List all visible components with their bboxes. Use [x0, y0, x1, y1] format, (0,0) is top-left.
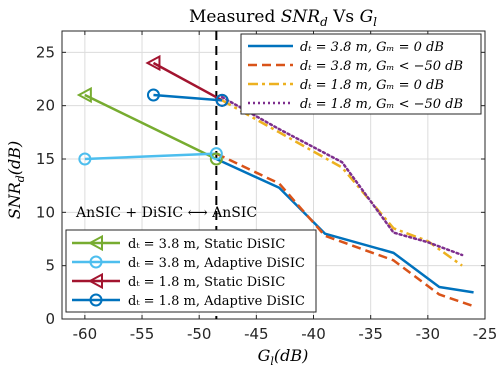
series-line [220, 95, 464, 257]
end-marker [209, 147, 223, 161]
legend-box [240, 33, 482, 115]
chart-title: Measured SNRd Vs Gl [189, 7, 377, 29]
xlabel-sub: l [270, 355, 274, 368]
legend-label: dₜ = 3.8 m, Gₘ = 0 dB [300, 40, 444, 55]
xlabel-g: G [258, 346, 271, 365]
y-tick-label: 10 [36, 203, 55, 221]
title-part-1: Measured [189, 7, 281, 27]
ylabel-sub: d [14, 175, 27, 182]
legend-label: dₜ = 3.8 m, Static DiSIC [128, 237, 285, 252]
axes [61, 30, 486, 320]
series-line [84, 152, 217, 161]
circle-marker [146, 88, 160, 102]
y-tick-label: 20 [36, 97, 55, 115]
x-tick-label: -50 [187, 325, 212, 343]
end-marker [209, 152, 223, 166]
y-tick-label: 5 [45, 257, 55, 275]
circle-marker [89, 255, 103, 269]
series-line [152, 61, 223, 102]
annotation-label: AnSIC + DiSIC ⟷ AnSIC [75, 205, 257, 221]
x-tick-label: -60 [73, 325, 98, 343]
y-tick-label: 25 [36, 43, 55, 61]
legend-label: dₜ = 1.8 m, Static DiSIC [128, 275, 285, 290]
legend-label: dₜ = 3.8 m, Adaptive DiSIC [128, 256, 305, 271]
title-snr: SNR [281, 7, 321, 27]
series-line [84, 93, 217, 161]
x-tick-label: -55 [130, 325, 155, 343]
x-tick-label: -40 [301, 325, 326, 343]
x-tick-label: -25 [473, 325, 498, 343]
x-axis-label: Gl(dB) [258, 346, 309, 368]
tick-labels: -60 -55 -50 -45 -40 -35 -30 -25 0 5 10 15 20 25 [36, 43, 497, 343]
axes-box [61, 30, 486, 320]
y-tick-label: 15 [36, 150, 55, 168]
series-line [215, 157, 474, 294]
ylabel-unit: (dB) [5, 141, 24, 175]
x-tick-label: -35 [358, 325, 383, 343]
y-axis-label: SNRd(dB) [5, 141, 27, 220]
title-g-sub: l [373, 15, 377, 29]
xlabel-unit: (dB) [274, 346, 308, 365]
circle-marker [78, 152, 92, 166]
legend-label: dₜ = 3.8 m, Gₘ < −50 dB [300, 59, 463, 74]
x-tick-label: -30 [416, 325, 441, 343]
x-tick-label: -45 [244, 325, 269, 343]
title-g: G [360, 7, 374, 27]
legend-label: dₜ = 1.8 m, Gₘ < −50 dB [300, 97, 463, 112]
legend-label: dₜ = 1.8 m, Gₘ = 0 dB [300, 78, 444, 93]
triangle-marker [87, 234, 103, 252]
series-line [153, 93, 223, 102]
triangle-marker [87, 272, 103, 290]
ylabel-snr: SNR [5, 182, 24, 219]
circle-marker [89, 293, 103, 307]
legend-bottom-left: dₜ = 3.8 m, Static DiSIC dₜ = 3.8 m, Adap… [65, 229, 317, 313]
series-line [215, 152, 474, 308]
title-snr-sub: d [320, 15, 328, 29]
legend-top-right: dₜ = 3.8 m, Gₘ = 0 dB dₜ = 3.8 m, Gₘ < −5… [240, 33, 482, 115]
triangle-marker [76, 86, 92, 104]
end-marker [215, 93, 229, 107]
triangle-marker [145, 54, 161, 72]
legend-label: dₜ = 1.8 m, Adaptive DiSIC [128, 294, 305, 309]
y-tick-label: 0 [45, 310, 55, 328]
title-part-vs: Vs [328, 7, 360, 27]
